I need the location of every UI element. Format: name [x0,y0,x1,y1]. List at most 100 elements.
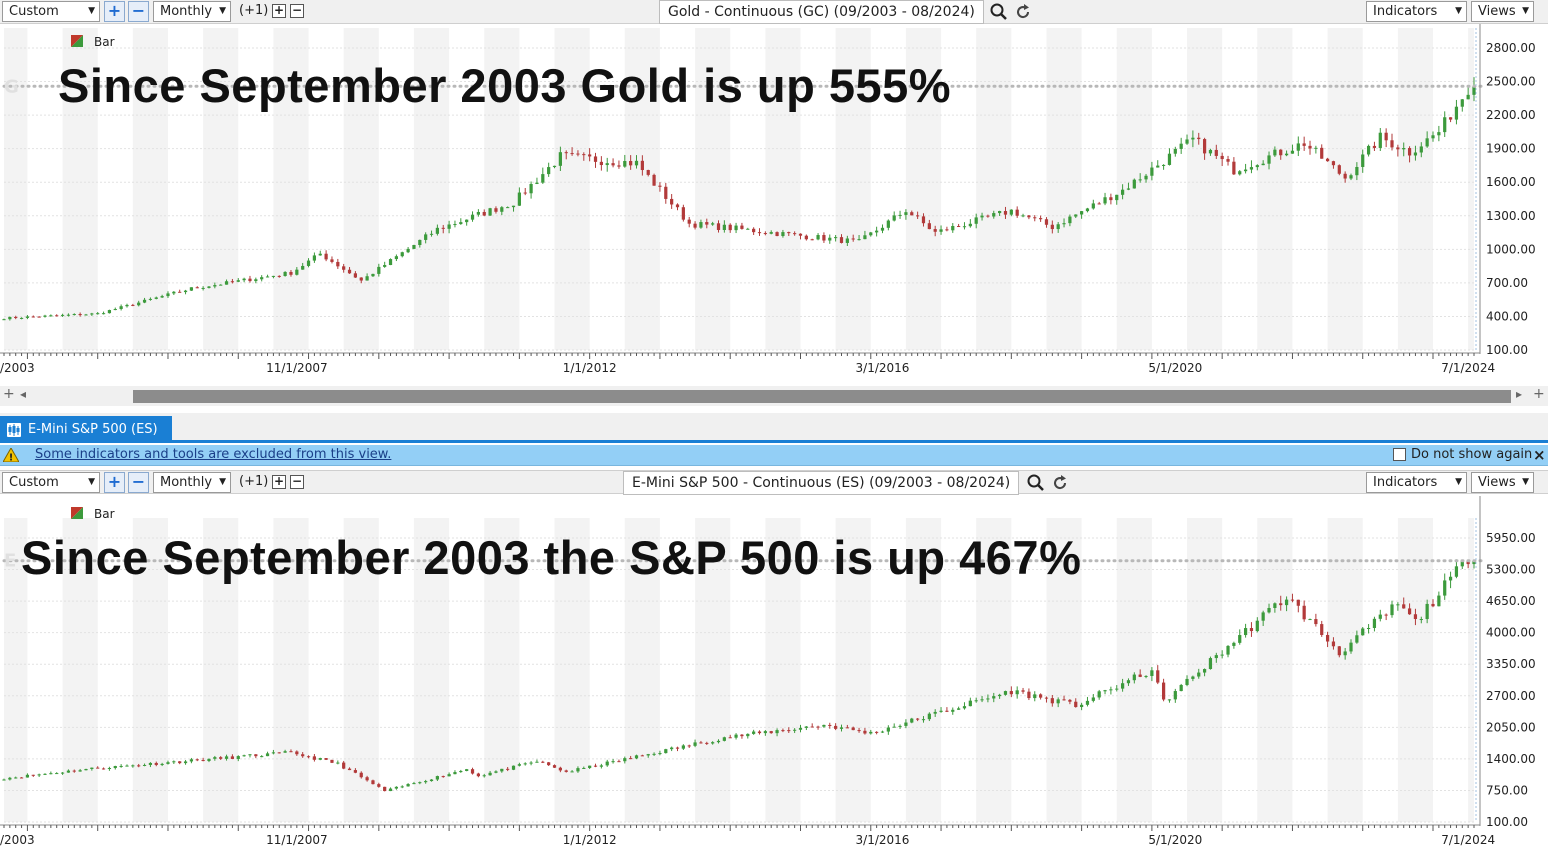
candle-body [1267,607,1271,613]
candle-body [734,225,738,231]
candle-body [1325,634,1330,642]
candle-body [892,215,896,221]
symbol-watermark: G [4,76,19,97]
candle-body [154,297,158,299]
candle-body [377,784,381,787]
candle-body [25,774,30,778]
search-icon[interactable] [989,2,1009,22]
year-band [1116,518,1152,822]
views-dropdown[interactable]: Views ▼ [1471,1,1534,22]
candle-body [699,222,703,228]
year-band [413,518,450,822]
es-chart[interactable]: 100.00 750.00 1400.00 2050.00 2700.00 3350.00… [0,496,1548,860]
candle-body [1378,614,1382,619]
increment-button[interactable]: + [272,3,286,18]
candle-body [599,765,603,767]
refresh-icon[interactable] [1050,473,1070,493]
candle-body [84,314,88,316]
candle-body [1249,628,1254,632]
candle-body [933,229,937,232]
close-icon[interactable]: × [1533,446,1546,464]
candle-body [1419,146,1423,153]
year-band [765,28,801,350]
candle-body [728,224,732,231]
candle-body [851,238,855,240]
symbol-title-box[interactable]: Gold - Continuous (GC) (09/2003 - 08/202… [659,0,984,24]
warning-message-link[interactable]: Some indicators and tools are excluded f… [35,447,392,462]
scroll-right-button[interactable]: ▸ [1516,387,1523,401]
candle-body [722,737,726,741]
period-dropdown[interactable]: Monthly ▼ [153,472,231,493]
indicators-dropdown[interactable]: Indicators ▼ [1366,1,1467,22]
candle-body [1284,153,1289,156]
candle-body [248,754,252,756]
scroll-left-button[interactable]: ◂ [20,387,27,401]
year-band [695,518,731,822]
symbol-title-box[interactable]: E-Mini S&P 500 - Continuous (ES) (09/200… [623,471,1020,495]
candle-body [219,284,223,286]
views-label: Views [1478,4,1516,19]
scroll-add-button[interactable]: + [3,386,15,402]
candle-body [798,727,803,730]
tab-es[interactable]: E-Mini S&P 500 (ES) [0,416,172,443]
candle-body [1431,135,1435,139]
gold-chart-panel[interactable]: 100.00 400.00 700.00 1000.00 1300.00 1600.00 1… [0,24,1548,386]
candle-body [1226,159,1230,162]
indicators-dropdown[interactable]: Indicators ▼ [1366,472,1467,493]
candle-body [1039,218,1043,220]
candle-body [974,700,978,702]
candle-body [277,752,281,754]
zoom-out-button[interactable]: − [128,1,149,22]
year-band [273,28,309,350]
range-dropdown[interactable]: Custom ▼ [2,472,100,493]
do-not-show-checkbox[interactable] [1393,448,1406,461]
candle-body [37,316,41,318]
candle-body [921,719,926,721]
candle-body [435,776,439,780]
es-chart-panel[interactable]: 100.00 750.00 1400.00 2050.00 2700.00 3350.00… [0,496,1548,860]
candle-body [1361,628,1365,636]
decrement-button[interactable]: − [290,3,304,18]
candle-body [623,758,627,762]
candle-body [558,152,562,166]
y-tick-label: 100.00 [1486,815,1528,829]
candle-body [178,291,182,293]
zoom-in-button[interactable]: + [104,1,125,22]
candle-body [1302,143,1306,146]
candle-body [523,763,527,765]
candle-body [670,747,674,750]
candle-body [1466,560,1470,565]
candle-body [1062,699,1066,701]
candle-body [14,777,18,779]
scroll-thumb[interactable] [133,390,1511,403]
zoom-out-button[interactable]: − [128,472,149,493]
candle-body [541,761,545,763]
candle-body [236,280,240,282]
candle-body [488,772,492,776]
candle-body [1091,697,1095,701]
gold-chart[interactable]: 100.00 400.00 700.00 1000.00 1300.00 1600.00 1… [0,24,1548,386]
refresh-icon[interactable] [1013,2,1033,22]
candle-body [1179,143,1183,149]
candle-body [213,285,217,287]
zoom-in-button[interactable]: + [104,472,125,493]
candle-body [857,730,861,732]
candle-body [1220,155,1224,160]
timeline-scrollbar[interactable]: + ◂ ▸ + [0,386,1548,406]
period-dropdown[interactable]: Monthly ▼ [153,1,231,22]
candle-body [1156,670,1160,683]
candle-body [1390,140,1394,148]
candle-body [476,773,480,777]
candle-body [1308,145,1312,149]
candle-body [892,726,896,728]
views-dropdown[interactable]: Views ▼ [1471,472,1534,493]
candle-body [19,777,24,779]
decrement-button[interactable]: − [290,474,304,489]
x-tick-label: 5/1/2020 [1148,833,1202,847]
range-dropdown[interactable]: Custom ▼ [2,1,100,22]
candle-body [828,724,832,726]
candle-body [1015,209,1019,216]
search-icon[interactable] [1026,473,1046,493]
scroll-add-button-right[interactable]: + [1533,386,1545,402]
increment-button[interactable]: + [272,474,286,489]
